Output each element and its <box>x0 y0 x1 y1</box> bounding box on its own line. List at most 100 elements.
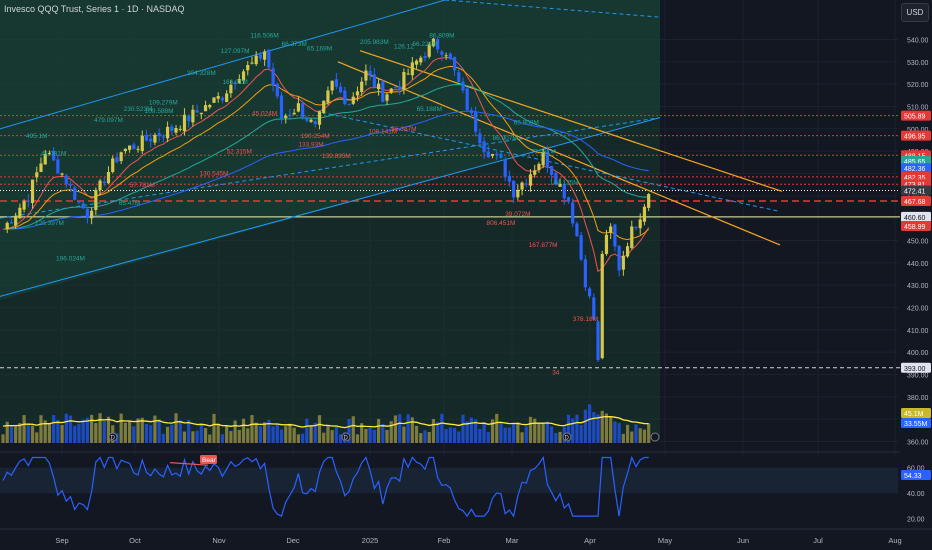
price-tick-label: 430.00 <box>907 283 929 290</box>
candle-body <box>457 72 461 83</box>
volume-annotation-label: 378.18M <box>573 316 598 323</box>
volume-annotation-label: 65.188M <box>417 106 442 113</box>
dividend-marker-label: D <box>344 436 349 442</box>
volume-bar <box>52 415 56 443</box>
candle-body <box>35 172 39 178</box>
candle-body <box>225 93 229 103</box>
volume-bar <box>132 426 136 443</box>
candle-body <box>490 154 495 156</box>
candle-body <box>402 72 406 90</box>
volume-bar <box>630 431 634 443</box>
candle-body <box>583 259 587 288</box>
candle-body <box>600 253 604 359</box>
volume-annotation-label: 65.908M <box>514 119 539 126</box>
volume-bar <box>495 413 499 443</box>
volume-annotation-label: 167.877M <box>529 242 558 249</box>
candle-body <box>241 71 246 81</box>
candle-body <box>165 126 170 139</box>
volume-ma-line <box>2 415 649 429</box>
volume-bar <box>64 413 68 443</box>
volume-bar <box>203 428 208 443</box>
volume-bar <box>347 418 351 443</box>
candle-body <box>482 141 486 153</box>
volume-bar <box>170 424 174 443</box>
volume-bar <box>474 419 478 443</box>
volume-bar <box>355 434 360 443</box>
volume-annotation-label: 66.373M <box>282 41 307 48</box>
candle-body <box>22 201 26 210</box>
volume-bar <box>554 433 558 443</box>
volume-bar <box>634 424 638 443</box>
candle-body <box>81 203 85 209</box>
price-level-badge <box>901 211 931 222</box>
candle-body <box>566 197 571 202</box>
candle-body <box>85 208 89 219</box>
volume-bar <box>448 427 452 443</box>
bear-label: Bear <box>202 457 217 464</box>
volume-bar <box>275 424 279 443</box>
candle-body <box>68 184 73 186</box>
volume-bar <box>545 421 549 443</box>
candle-body <box>579 235 583 260</box>
candle-body <box>208 105 212 108</box>
currency-button[interactable]: USD <box>901 3 929 22</box>
candle-body <box>351 96 355 104</box>
volume-bar <box>153 415 157 443</box>
candle-body <box>440 51 444 55</box>
volume-annotation-label: 79.081M <box>531 148 556 155</box>
volume-bar <box>330 430 334 443</box>
volume-annotation-label: 126.12 <box>394 43 414 50</box>
candle-body <box>550 166 554 176</box>
candle-body <box>73 187 77 200</box>
volume-bar <box>638 428 642 443</box>
candle-body <box>271 68 275 85</box>
price-level-label: 460.60 <box>904 215 926 222</box>
candle-body <box>52 150 56 161</box>
dividend-marker-label: D <box>565 436 570 442</box>
volume-bar <box>461 414 465 443</box>
volume-annotation-label: 56.387M <box>391 126 416 133</box>
candle-body <box>444 55 448 57</box>
volume-annotation-label: 108.141M <box>368 128 397 135</box>
volume-bar <box>106 416 111 443</box>
time-axis-label: Oct <box>129 536 142 545</box>
candle-body <box>18 207 22 219</box>
rsi-band <box>0 467 898 494</box>
candle-body <box>195 110 199 113</box>
volume-bar <box>528 416 533 443</box>
volume-annotation-label: 45.024M <box>252 110 277 117</box>
candle-body <box>203 105 208 112</box>
volume-bar <box>157 419 161 443</box>
dividend-marker <box>341 432 351 442</box>
price-tick-label: 520.00 <box>907 82 929 89</box>
chart-title: Invesco QQQ Trust, Series 1 · 1D · NASDA… <box>4 4 185 14</box>
volume-bar <box>499 421 503 443</box>
volume-annotation-label: 109.588M <box>145 108 174 115</box>
price-level-badge <box>901 110 931 121</box>
candle-body <box>182 114 187 132</box>
channel-lower-line <box>0 117 661 297</box>
candle-body <box>587 288 592 297</box>
candle-body <box>317 111 322 125</box>
volume-bar <box>457 431 461 443</box>
candlesticks <box>5 37 651 362</box>
price-level-badge <box>901 220 931 231</box>
volume-bar <box>229 430 233 443</box>
rsi-tick-label: 40.00 <box>907 491 925 498</box>
volume-annotation-label: 128.397M <box>35 220 64 227</box>
candle-body <box>90 210 94 219</box>
time-axis-label: Nov <box>212 536 226 545</box>
volume-bar <box>381 424 385 443</box>
volume-bar <box>267 419 271 443</box>
volume-bar <box>600 410 604 443</box>
volume-bar <box>406 414 410 443</box>
volume-bar <box>174 413 178 443</box>
volume-annotation-label: 57.781M <box>130 182 155 189</box>
dividend-marker <box>562 432 572 442</box>
channel-upper-line <box>0 0 446 130</box>
candle-body <box>372 74 376 88</box>
candle-body <box>254 55 258 65</box>
